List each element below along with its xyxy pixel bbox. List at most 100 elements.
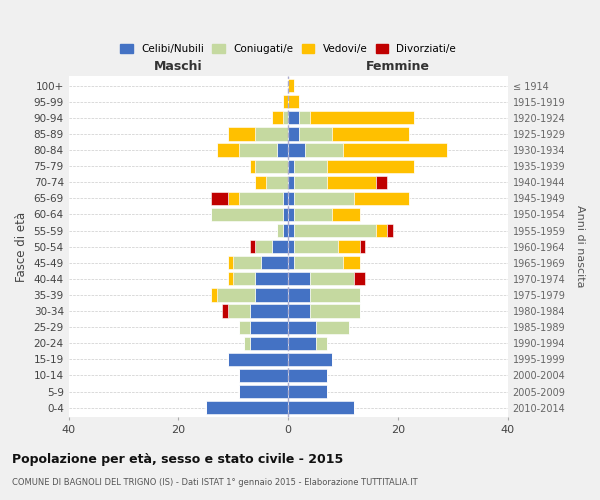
Bar — [354, 272, 365, 285]
Bar — [326, 176, 376, 189]
Bar — [343, 256, 359, 270]
Bar — [233, 256, 261, 270]
Bar — [272, 240, 288, 254]
Bar — [206, 401, 288, 414]
Bar — [239, 144, 277, 156]
Bar — [288, 288, 310, 302]
Bar — [250, 240, 256, 254]
Bar — [288, 144, 305, 156]
Bar — [294, 256, 343, 270]
Bar — [250, 320, 288, 334]
Bar — [228, 128, 256, 140]
Bar — [294, 224, 376, 237]
Bar — [288, 272, 310, 285]
Bar — [288, 353, 332, 366]
Bar — [310, 272, 354, 285]
Bar — [266, 176, 288, 189]
Bar — [283, 95, 288, 108]
Bar — [288, 304, 310, 318]
Bar — [217, 144, 239, 156]
Bar — [359, 240, 365, 254]
Bar — [332, 128, 409, 140]
Bar — [288, 401, 354, 414]
Bar — [211, 192, 228, 205]
Bar — [256, 288, 288, 302]
Bar — [294, 160, 326, 173]
Bar — [376, 176, 387, 189]
Bar — [288, 385, 326, 398]
Text: Popolazione per età, sesso e stato civile - 2015: Popolazione per età, sesso e stato civil… — [12, 452, 343, 466]
Bar — [294, 192, 354, 205]
Bar — [387, 224, 392, 237]
Legend: Celibi/Nubili, Coniugati/e, Vedovi/e, Divorziati/e: Celibi/Nubili, Coniugati/e, Vedovi/e, Di… — [116, 40, 460, 58]
Bar — [326, 160, 415, 173]
Bar — [310, 112, 415, 124]
Bar — [250, 336, 288, 350]
Bar — [288, 320, 316, 334]
Bar — [288, 224, 294, 237]
Bar — [211, 288, 217, 302]
Bar — [299, 112, 310, 124]
Bar — [310, 288, 359, 302]
Bar — [228, 353, 288, 366]
Bar — [211, 208, 283, 221]
Bar — [294, 240, 338, 254]
Bar — [288, 208, 294, 221]
Bar — [316, 336, 326, 350]
Text: COMUNE DI BAGNOLI DEL TRIGNO (IS) - Dati ISTAT 1° gennaio 2015 - Elaborazione TU: COMUNE DI BAGNOLI DEL TRIGNO (IS) - Dati… — [12, 478, 418, 487]
Text: Femmine: Femmine — [366, 60, 430, 73]
Bar — [376, 224, 387, 237]
Bar — [223, 304, 228, 318]
Bar — [228, 256, 233, 270]
Bar — [233, 272, 256, 285]
Y-axis label: Fasce di età: Fasce di età — [15, 212, 28, 282]
Bar — [288, 192, 294, 205]
Text: Maschi: Maschi — [154, 60, 203, 73]
Bar — [261, 256, 288, 270]
Bar — [239, 192, 283, 205]
Bar — [288, 336, 316, 350]
Bar — [228, 304, 250, 318]
Bar — [288, 240, 294, 254]
Bar — [283, 208, 288, 221]
Bar — [354, 192, 409, 205]
Bar — [277, 224, 283, 237]
Bar — [250, 304, 288, 318]
Bar — [343, 144, 448, 156]
Bar — [244, 336, 250, 350]
Bar — [288, 369, 326, 382]
Bar — [294, 176, 326, 189]
Bar — [272, 112, 283, 124]
Bar — [277, 144, 288, 156]
Bar — [305, 144, 343, 156]
Bar — [288, 160, 294, 173]
Bar — [338, 240, 359, 254]
Bar — [239, 320, 250, 334]
Bar — [299, 128, 332, 140]
Bar — [256, 160, 288, 173]
Bar — [228, 272, 233, 285]
Bar — [288, 256, 294, 270]
Bar — [250, 160, 256, 173]
Bar — [217, 288, 256, 302]
Bar — [283, 224, 288, 237]
Bar — [256, 272, 288, 285]
Bar — [239, 369, 288, 382]
Bar — [288, 176, 294, 189]
Bar — [283, 192, 288, 205]
Bar — [256, 128, 288, 140]
Bar — [283, 112, 288, 124]
Bar — [310, 304, 359, 318]
Bar — [288, 95, 299, 108]
Bar — [332, 208, 359, 221]
Bar — [288, 79, 294, 92]
Bar — [288, 128, 299, 140]
Bar — [294, 208, 332, 221]
Bar — [239, 385, 288, 398]
Bar — [256, 176, 266, 189]
Bar — [228, 192, 239, 205]
Bar — [256, 240, 272, 254]
Y-axis label: Anni di nascita: Anni di nascita — [575, 206, 585, 288]
Bar — [288, 112, 299, 124]
Bar — [316, 320, 349, 334]
